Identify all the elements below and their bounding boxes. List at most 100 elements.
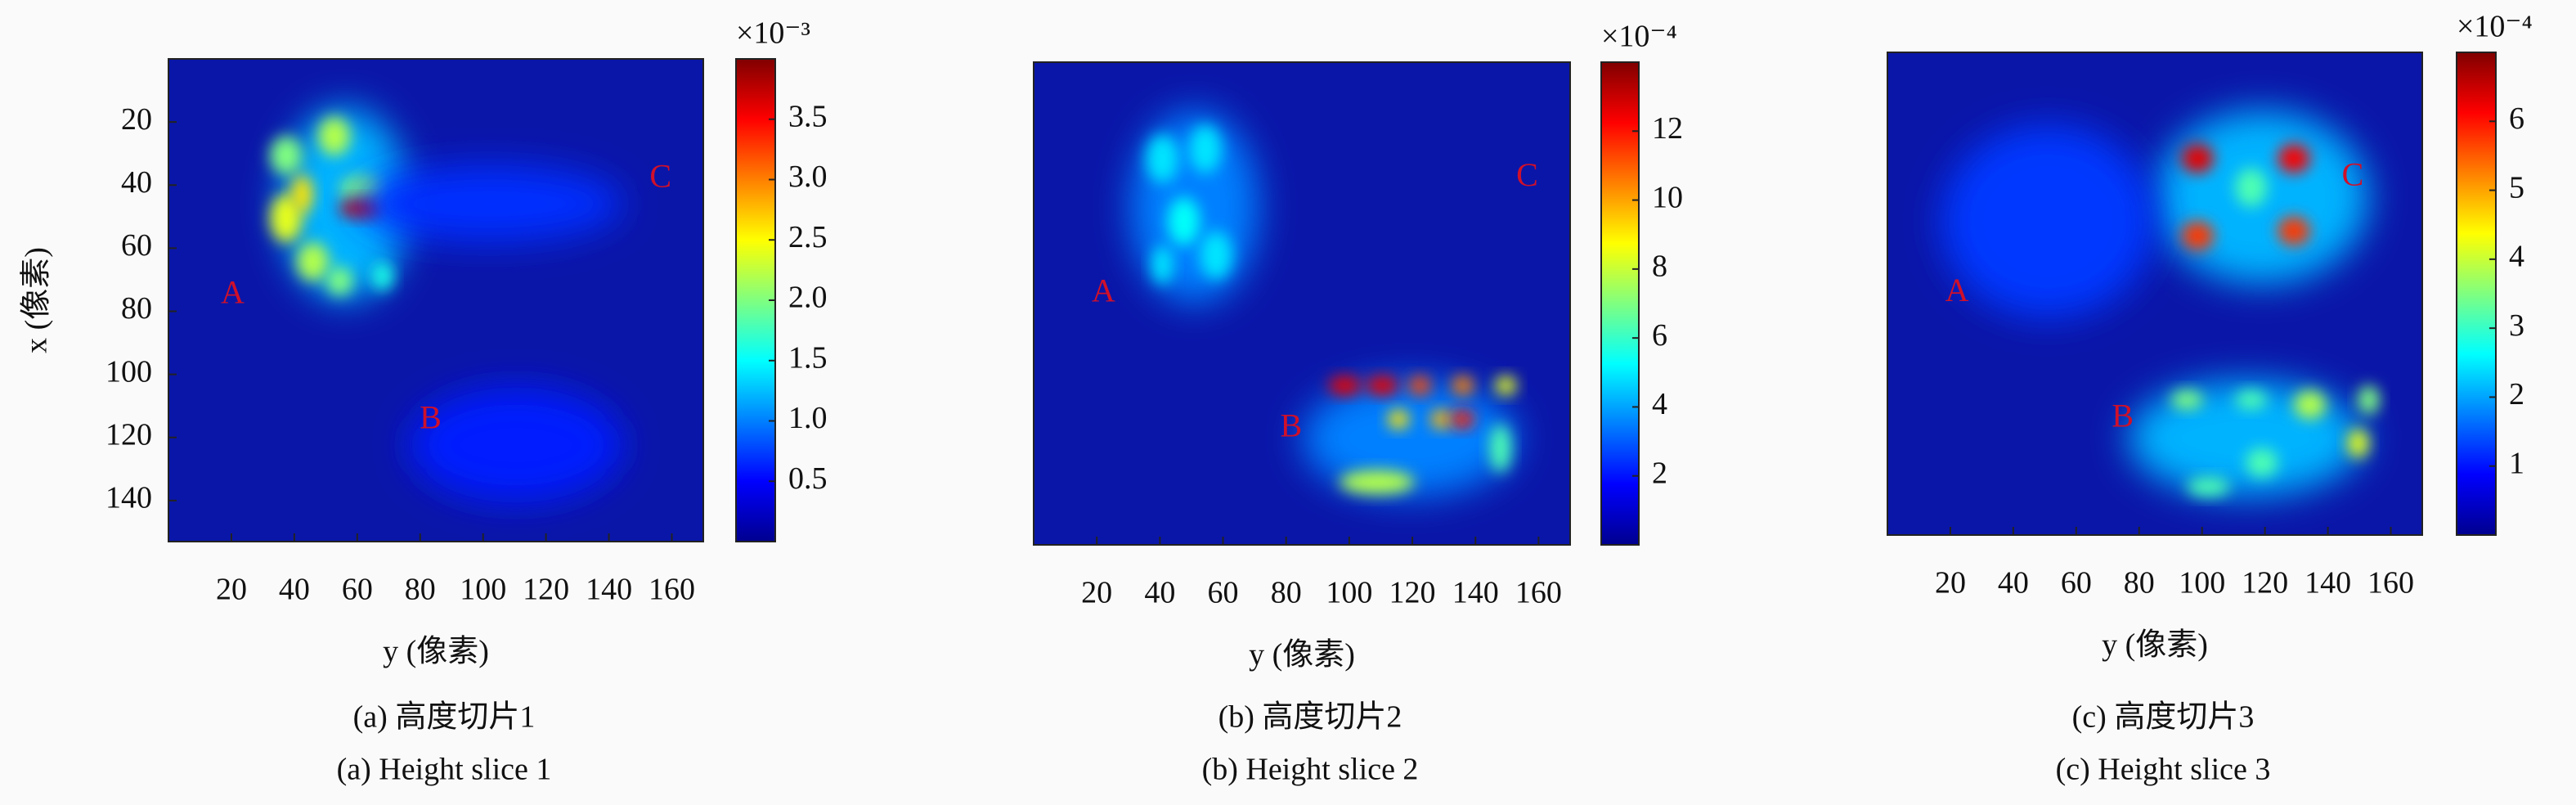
x-tick-label: 100 xyxy=(1326,576,1372,610)
x-tick-label: 20 xyxy=(1081,576,1112,610)
caption-en: (c) Height slice 3 xyxy=(2056,753,2271,787)
heat-patch xyxy=(1489,424,1511,473)
heat-patch xyxy=(1146,134,1179,183)
caption-zh: (a) 高度切片1 xyxy=(353,700,536,735)
heat-patch xyxy=(2235,390,2268,410)
x-tick-label: 160 xyxy=(648,573,695,607)
colorbar xyxy=(1600,61,1640,546)
colorbar-tick-label: 6 xyxy=(2509,101,2524,136)
x-tick-label: 120 xyxy=(1389,576,1436,610)
colorbar-tick-label: 1.5 xyxy=(788,340,828,375)
x-tick-label: 60 xyxy=(2061,566,2092,600)
heat-patch xyxy=(1409,376,1431,396)
y-tick-label: 80 xyxy=(121,291,152,326)
x-tick-label: 160 xyxy=(2367,566,2414,600)
colorbar-tick-label: 5 xyxy=(2509,170,2524,205)
heatmap-field xyxy=(1941,110,2380,497)
colorbar-tick-label: 1 xyxy=(2509,446,2524,480)
heat-patch xyxy=(409,387,623,503)
heat-patch xyxy=(2347,429,2369,458)
x-tick-label: 140 xyxy=(586,573,632,607)
heat-patch xyxy=(1189,124,1222,173)
heat-patch xyxy=(1328,376,1362,396)
y-tick-label: 40 xyxy=(121,165,152,200)
colorbar-tick-label: 4 xyxy=(1652,387,1667,421)
colorbar-tick-label: 2.5 xyxy=(788,220,828,254)
heat-patch xyxy=(1168,197,1200,246)
heat-patch xyxy=(2181,144,2214,173)
x-tick-label: 80 xyxy=(405,573,436,607)
heat-patch xyxy=(296,242,330,281)
x-tick-label: 160 xyxy=(1515,576,1562,610)
heat-patch xyxy=(1339,470,1415,495)
heat-patch xyxy=(2170,390,2203,410)
region-label: B xyxy=(420,399,442,436)
y-axis-label: x (像素) xyxy=(20,247,54,353)
y-tick-label: 100 xyxy=(105,354,152,389)
region-label: A xyxy=(221,273,245,310)
heat-patch xyxy=(2235,168,2268,207)
region-label: C xyxy=(2342,156,2364,193)
heat-patch xyxy=(1452,409,1474,429)
colorbar-multiplier: ×10⁻⁴ xyxy=(2457,10,2533,44)
colorbar-tick-label: 10 xyxy=(1652,180,1683,214)
colorbar-tick-label: 4 xyxy=(2509,240,2524,274)
colorbar-tick-label: 8 xyxy=(1652,250,1667,284)
colorbar-tick-label: 3.0 xyxy=(788,160,828,194)
x-tick-label: 20 xyxy=(1935,566,1966,600)
x-axis-label: y (像素) xyxy=(2102,628,2208,663)
heat-patch xyxy=(1495,376,1517,396)
colorbar-multiplier: ×10⁻⁴ xyxy=(1601,20,1677,54)
x-tick-label: 40 xyxy=(1998,566,2029,600)
heat-patch xyxy=(2181,221,2214,250)
colorbar-tick-label: 12 xyxy=(1652,111,1683,146)
caption-zh: (c) 高度切片3 xyxy=(2072,700,2255,735)
x-tick-label: 80 xyxy=(2124,566,2155,600)
heat-patch xyxy=(1387,409,1410,429)
caption-en: (b) Height slice 2 xyxy=(1202,753,1419,787)
y-tick-label: 20 xyxy=(121,102,152,137)
y-tick-label: 120 xyxy=(105,417,152,452)
heatmap-field xyxy=(1130,110,1517,497)
y-tick-label: 140 xyxy=(105,481,152,515)
region-label: B xyxy=(1281,407,1303,444)
region-label: A xyxy=(1945,272,1969,308)
y-tick-label: 60 xyxy=(121,228,152,263)
caption-en: (a) Height slice 1 xyxy=(337,753,552,787)
heat-patch xyxy=(2187,477,2230,497)
x-tick-label: 100 xyxy=(460,573,506,607)
x-tick-label: 40 xyxy=(279,573,310,607)
region-label: A xyxy=(1092,272,1115,308)
region-label: C xyxy=(649,158,671,195)
x-tick-label: 40 xyxy=(1144,576,1175,610)
heat-patch xyxy=(1430,409,1452,429)
x-tick-label: 60 xyxy=(342,573,373,607)
colorbar-tick-label: 3.5 xyxy=(788,99,828,133)
colorbar-tick-label: 0.5 xyxy=(788,461,828,496)
colorbar-tick-label: 1.0 xyxy=(788,401,828,435)
x-axis-label: y (像素) xyxy=(1249,638,1355,672)
heat-patch xyxy=(325,266,353,296)
x-axis-label: y (像素) xyxy=(383,635,489,669)
colorbar-tick-label: 3 xyxy=(2509,308,2524,343)
heat-patch xyxy=(270,136,303,175)
heat-patch xyxy=(318,116,351,155)
plot-frame xyxy=(1033,61,1571,546)
heat-patch xyxy=(371,261,393,291)
x-tick-label: 120 xyxy=(2242,566,2288,600)
x-tick-label: 100 xyxy=(2179,566,2225,600)
x-tick-label: 80 xyxy=(1271,576,1302,610)
heat-patch xyxy=(1452,376,1474,396)
heat-patch xyxy=(2278,216,2310,245)
heat-patch xyxy=(1200,231,1232,280)
colorbar-tick-label: 2 xyxy=(1652,456,1667,490)
heat-patch xyxy=(2278,144,2310,173)
colorbar xyxy=(2456,52,2497,536)
x-tick-label: 140 xyxy=(2304,566,2351,600)
heatmap-field xyxy=(270,107,623,503)
colorbar-tick-label: 6 xyxy=(1652,318,1667,353)
caption-zh: (b) 高度切片2 xyxy=(1218,700,1402,735)
region-label: C xyxy=(1516,156,1538,193)
heat-patch xyxy=(2246,447,2278,478)
